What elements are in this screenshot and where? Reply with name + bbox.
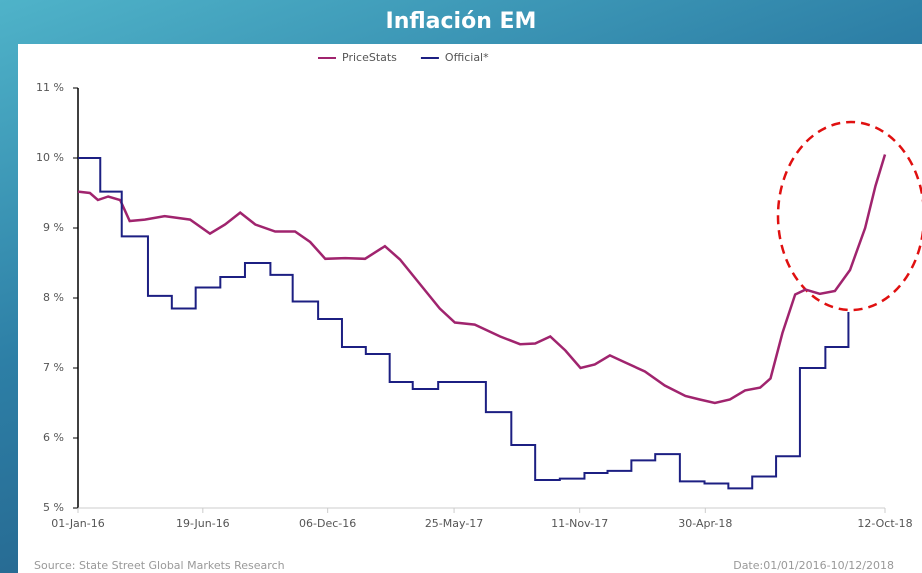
x-tick-label: 06-Dec-16 — [299, 517, 356, 530]
source: Source: State Street Global Markets Rese… — [34, 559, 285, 572]
legend-label: PriceStats — [342, 51, 397, 64]
y-tick-label: 5 % — [43, 501, 64, 514]
y-tick-label: 8 % — [43, 291, 64, 304]
x-tick-label: 30-Apr-18 — [678, 517, 732, 530]
line-series — [78, 157, 850, 490]
chart: Source: State Street Global Markets Rese… — [18, 44, 922, 573]
panel — [18, 44, 922, 573]
legend-label: Official* — [445, 51, 489, 64]
highlight-circle — [776, 120, 922, 312]
y-tick-label: 9 % — [43, 221, 64, 234]
y-tick-label: 7 % — [43, 361, 64, 374]
y-tick-label: 6 % — [43, 431, 64, 444]
x-tick-label: 01-Jan-16 — [51, 517, 105, 530]
y-tick-label: 11 % — [36, 81, 64, 94]
y-tick-label: 10 % — [36, 151, 64, 164]
x-tick-label: 11-Nov-17 — [551, 517, 608, 530]
line-series — [77, 154, 887, 405]
x-tick-label: 19-Jun-16 — [176, 517, 230, 530]
x-tick-label: 12-Oct-18 — [857, 517, 912, 530]
chart-title: Inflación EM — [385, 9, 537, 34]
x-tick-label: 25-May-17 — [425, 517, 483, 530]
date-note: Date:01/01/2016-10/12/2018 — [733, 559, 894, 572]
